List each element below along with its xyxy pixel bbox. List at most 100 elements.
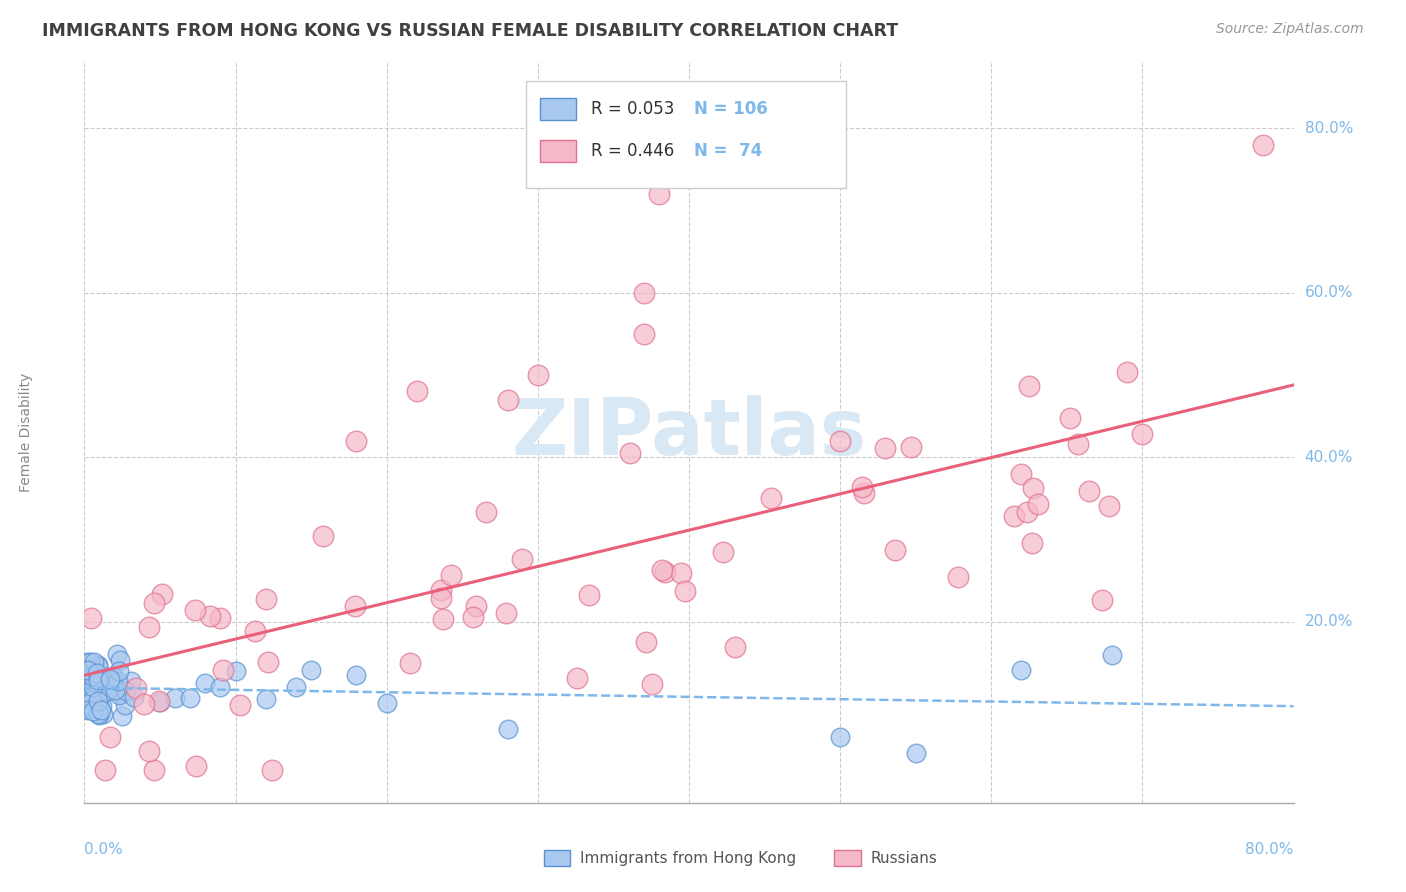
Point — [83, 675, 105, 690]
Point — [82, 676, 104, 690]
Point — [86, 690, 108, 704]
Point — [143, 763, 166, 777]
Point — [80, 688, 103, 702]
FancyBboxPatch shape — [540, 98, 576, 120]
Point — [80, 610, 103, 624]
Point — [75, 671, 97, 685]
Point — [80, 690, 103, 705]
Point — [79, 693, 101, 707]
Point — [578, 588, 600, 602]
Point — [225, 665, 247, 679]
Point — [76, 665, 98, 679]
Point — [149, 695, 172, 709]
Point — [110, 687, 132, 701]
Point — [430, 591, 453, 606]
Point — [77, 678, 100, 692]
Point — [89, 667, 111, 681]
Text: 80.0%: 80.0% — [1246, 842, 1294, 856]
Point — [475, 505, 498, 519]
Point — [346, 434, 368, 448]
Point — [633, 285, 655, 300]
Point — [830, 730, 852, 744]
Point — [80, 692, 103, 706]
Point — [101, 668, 124, 682]
Point — [254, 692, 277, 706]
Point — [76, 703, 98, 717]
Point — [634, 635, 657, 649]
Point — [759, 491, 782, 505]
Point — [179, 691, 201, 706]
Point — [90, 702, 112, 716]
Point — [1067, 437, 1090, 451]
Point — [565, 672, 588, 686]
Point — [375, 696, 398, 710]
Point — [76, 673, 98, 688]
Point — [1022, 481, 1045, 495]
Point — [713, 545, 735, 559]
Point — [87, 659, 110, 673]
Point — [80, 678, 103, 692]
Point — [80, 671, 103, 685]
Point — [76, 690, 98, 705]
Point — [87, 674, 110, 689]
Point — [82, 687, 104, 701]
Point — [830, 434, 852, 448]
Point — [344, 599, 367, 614]
Point — [98, 672, 121, 686]
Point — [87, 706, 110, 721]
Point — [82, 673, 104, 688]
Point — [1026, 497, 1049, 511]
Point — [82, 686, 104, 700]
Point — [83, 680, 105, 694]
Point — [77, 673, 100, 688]
Point — [73, 677, 96, 691]
Point — [90, 675, 112, 690]
Point — [77, 685, 100, 699]
Point — [86, 686, 108, 700]
Point — [91, 706, 114, 721]
Point — [1015, 504, 1038, 518]
Point — [103, 681, 125, 696]
Point — [875, 441, 897, 455]
Point — [1018, 379, 1040, 393]
Point — [900, 440, 922, 454]
Point — [75, 690, 97, 704]
Point — [107, 674, 129, 689]
Point — [90, 689, 112, 703]
Point — [1002, 508, 1025, 523]
Point — [94, 763, 117, 777]
Point — [108, 688, 131, 702]
Text: IMMIGRANTS FROM HONG KONG VS RUSSIAN FEMALE DISABILITY CORRELATION CHART: IMMIGRANTS FROM HONG KONG VS RUSSIAN FEM… — [42, 22, 898, 40]
Point — [89, 707, 111, 722]
Text: Immigrants from Hong Kong: Immigrants from Hong Kong — [581, 851, 796, 866]
Point — [496, 392, 519, 407]
Text: Russians: Russians — [870, 851, 938, 866]
Point — [1077, 484, 1099, 499]
Point — [89, 670, 111, 684]
Text: N =  74: N = 74 — [693, 143, 762, 161]
Point — [346, 668, 368, 682]
Point — [673, 584, 696, 599]
Text: Source: ZipAtlas.com: Source: ZipAtlas.com — [1216, 22, 1364, 37]
Point — [312, 529, 335, 543]
Point — [122, 690, 145, 705]
Point — [495, 606, 517, 620]
Point — [143, 596, 166, 610]
Point — [75, 702, 97, 716]
Point — [851, 480, 873, 494]
Point — [946, 570, 969, 584]
Point — [633, 326, 655, 341]
Point — [1059, 411, 1081, 425]
Point — [1098, 500, 1121, 514]
Point — [184, 758, 207, 772]
Point — [114, 698, 136, 713]
Point — [852, 485, 875, 500]
Point — [104, 683, 127, 698]
Point — [80, 681, 103, 696]
Point — [111, 709, 134, 723]
Point — [80, 671, 103, 685]
Point — [527, 368, 550, 382]
Point — [120, 673, 142, 688]
Point — [148, 694, 170, 708]
Point — [669, 566, 692, 581]
